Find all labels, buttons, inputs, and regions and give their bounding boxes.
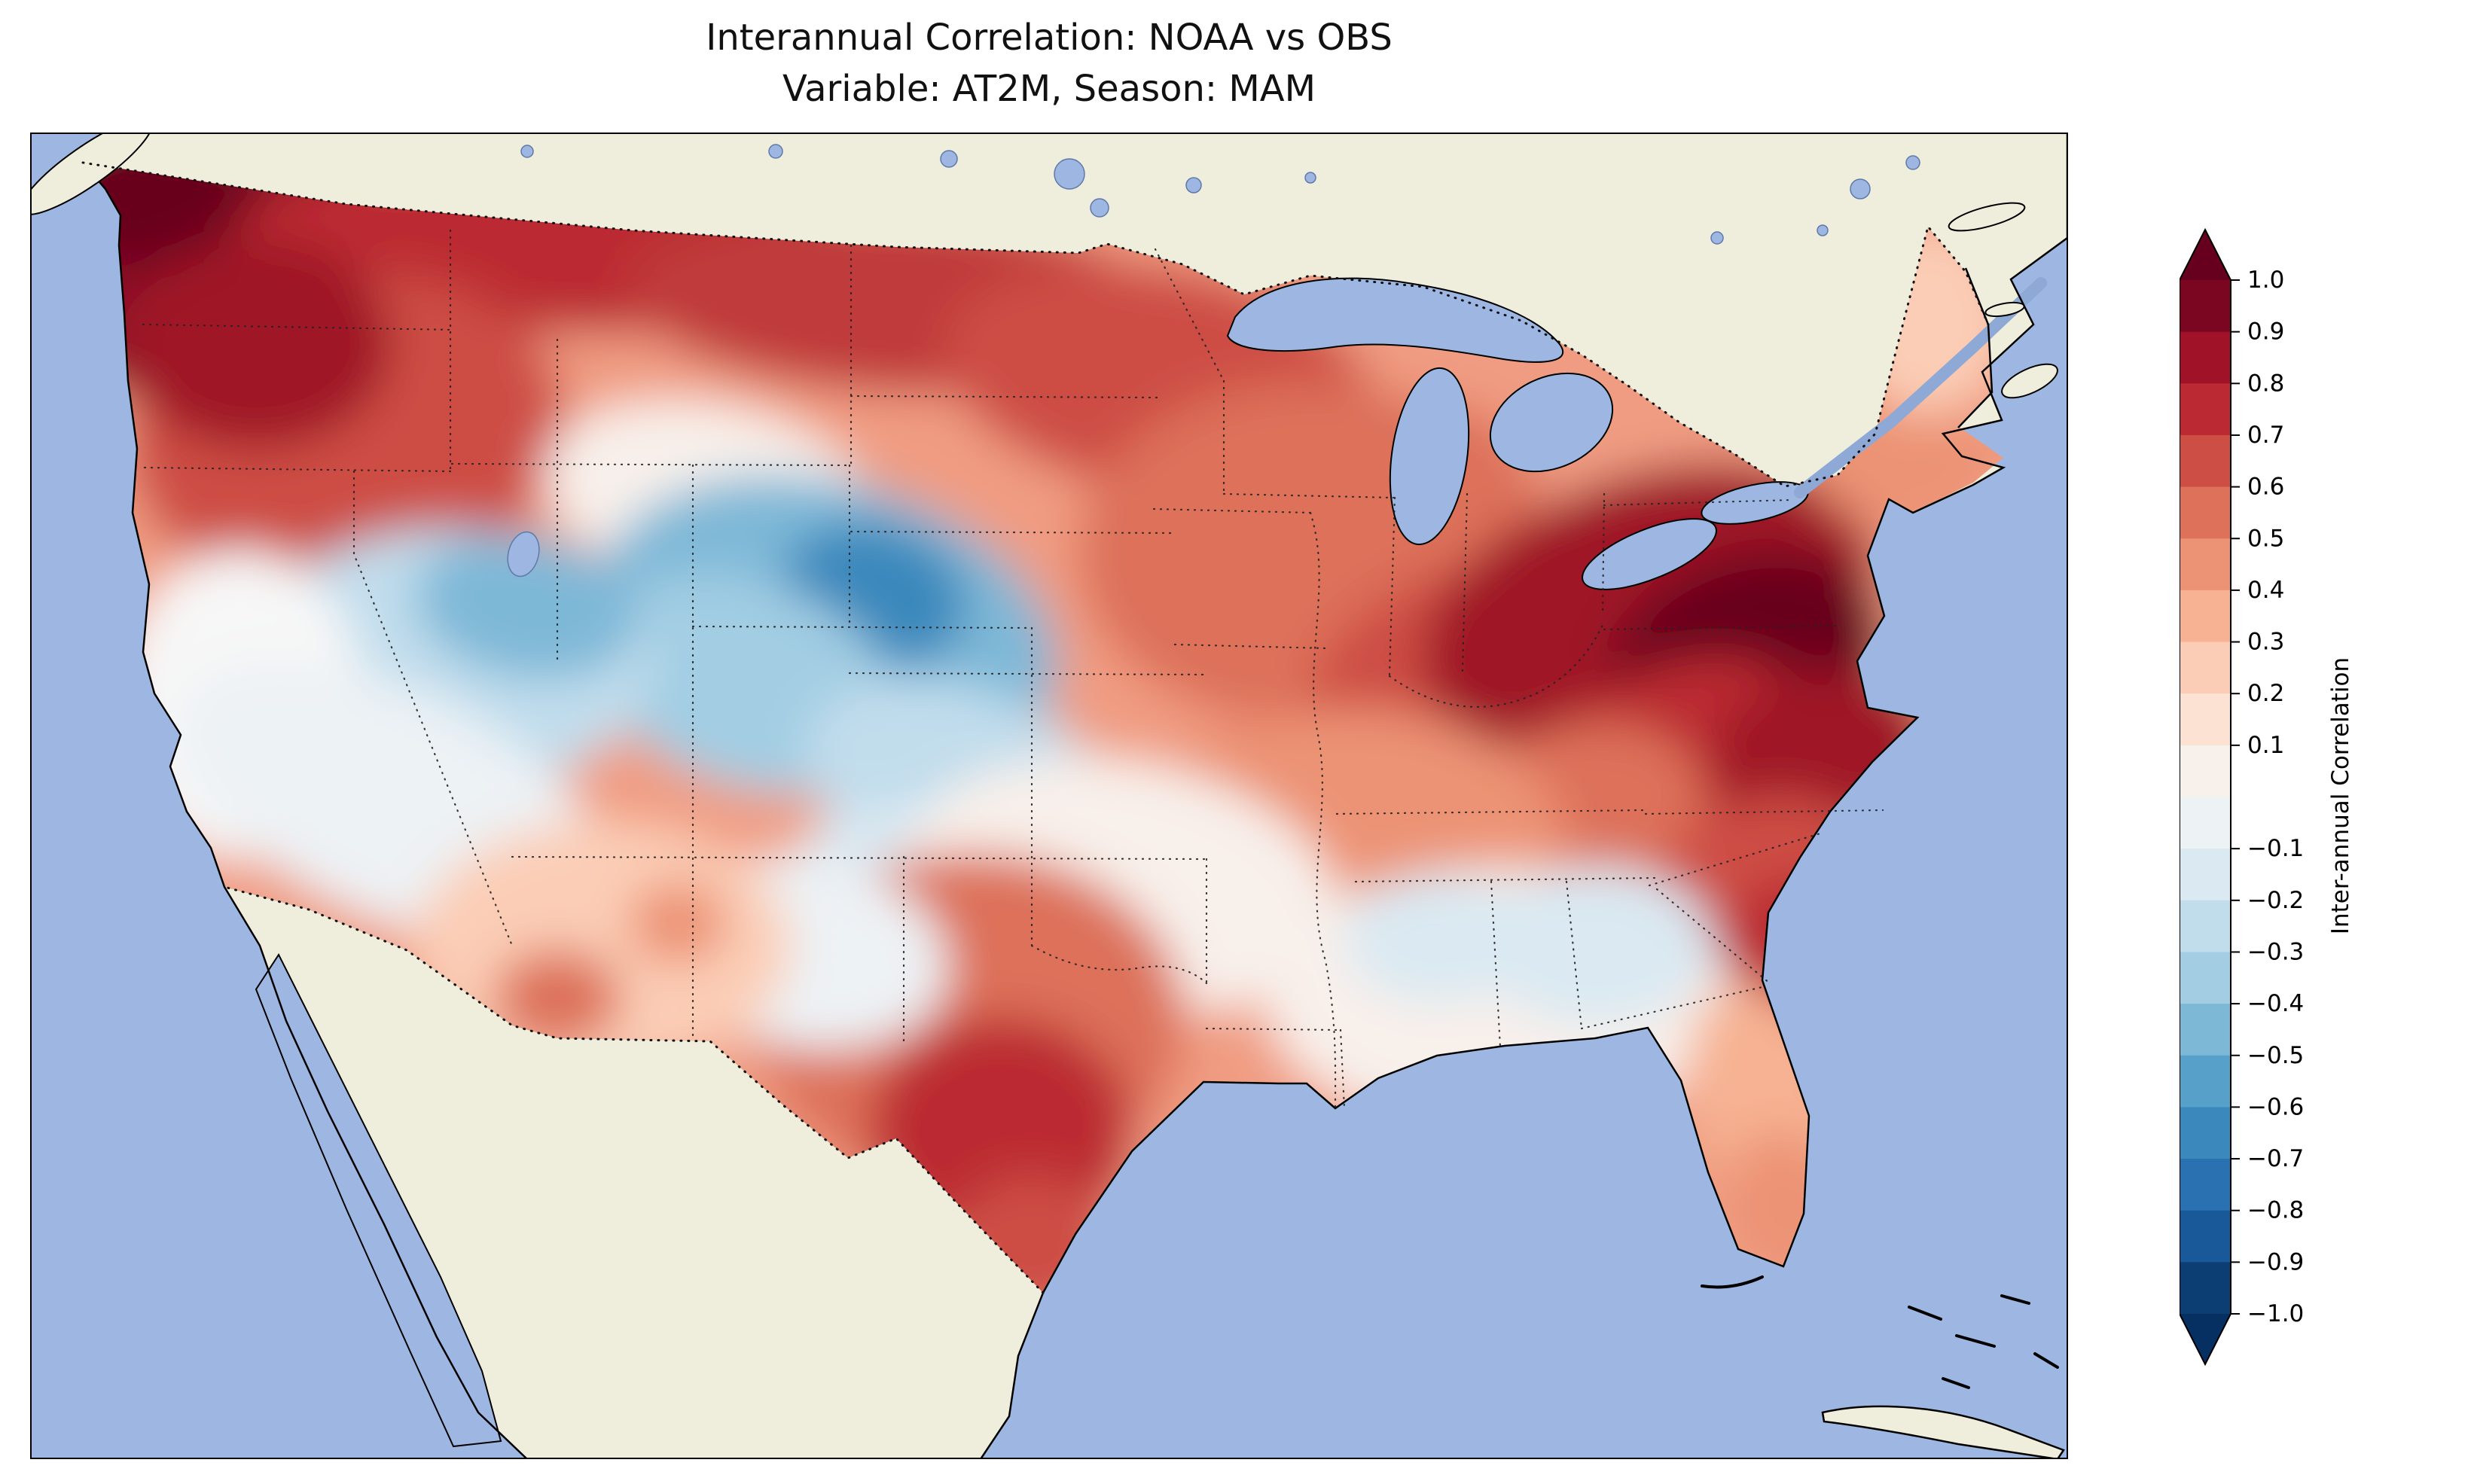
colorbar-band: [2180, 849, 2231, 901]
colorbar-tick-label: 1.0: [2247, 267, 2284, 294]
chart-title-line2: Variable: AT2M, Season: MAM: [782, 68, 1316, 110]
colorbar-band: [2180, 693, 2231, 746]
field-blob: [120, 238, 392, 449]
colorbar-tick-label: 0.2: [2247, 680, 2284, 707]
small-lake: [1090, 198, 1109, 218]
colorbar-extend-over: [2180, 230, 2231, 280]
small-lake: [1850, 178, 1871, 200]
small-lake: [520, 145, 534, 158]
colorbar-tick-label: −0.6: [2247, 1093, 2304, 1120]
small-lake: [940, 150, 958, 168]
small-lake: [1817, 224, 1829, 236]
colorbar-band: [2180, 331, 2231, 384]
colorbar-band: [2180, 434, 2231, 488]
lake-erie: [1582, 518, 1717, 590]
colorbar-tick-label: −0.1: [2247, 835, 2304, 862]
colorbar-tick-label: 0.5: [2247, 525, 2284, 552]
bahamas-islands: [1908, 1294, 2059, 1389]
colorbar-tick-label: 0.9: [2247, 318, 2284, 346]
lake-superior: [1226, 277, 1564, 363]
colorbar-extend-under: [2180, 1314, 2231, 1364]
colorbar-tick-label: −1.0: [2247, 1300, 2304, 1327]
conus-map-svg: [30, 133, 2068, 1459]
islands: [30, 133, 2065, 1459]
gulf-of-california: [255, 952, 502, 1448]
national-borders: [81, 161, 1990, 1294]
colorbar-band: [2180, 797, 2231, 849]
colorbar-band: [2180, 383, 2231, 436]
vancouver-island: [30, 133, 154, 215]
colorbar-band: [2180, 900, 2231, 953]
colorbar-tick-label: −0.5: [2247, 1042, 2304, 1069]
small-lake: [1905, 155, 1920, 170]
colorbar-tick-label: 0.4: [2247, 577, 2284, 604]
colorbar-tick-label: 0.1: [2247, 732, 2284, 759]
colorbar-tick-label: 0.7: [2247, 422, 2284, 449]
small-lake: [1185, 177, 1202, 193]
prince-edward-island: [1984, 301, 2025, 318]
colorbar-tick-label: −0.9: [2247, 1248, 2304, 1275]
colorbar-band: [2180, 280, 2231, 333]
colorbar-band: [2180, 1107, 2231, 1159]
great-salt-lake: [507, 531, 540, 577]
small-lake: [1710, 231, 1724, 245]
field-blob: [629, 882, 727, 964]
colorbar-tick-label: −0.2: [2247, 887, 2304, 914]
colorbar-band: [2180, 952, 2231, 1004]
lake-huron: [1489, 372, 1614, 473]
colorbar-band: [2180, 1055, 2231, 1108]
field-blob: [493, 949, 621, 1047]
coastline: [81, 133, 2068, 1459]
colorbar-label: Inter-annual Correlation: [2327, 657, 2354, 935]
canada-small-lakes: [507, 144, 1920, 577]
colorbar-tick-label: 0.8: [2247, 370, 2284, 397]
field-blob: [1480, 867, 1713, 1025]
map-frame: [30, 133, 2068, 1459]
colorbar-tick-label: −0.7: [2247, 1145, 2304, 1172]
anticosti-island: [1948, 202, 2026, 232]
small-lake: [768, 144, 783, 159]
colorbar-tick-label: −0.3: [2247, 938, 2304, 965]
colorbar-svg: 1.0 0.9 0.8 0.7 0.6 0.5 0.4 0.3 0.2 0.1 −0.1 −0.2 −0…: [2179, 227, 2304, 1367]
colorbar-band: [2180, 538, 2231, 591]
colorbar-band: [2180, 1004, 2231, 1056]
chart-title-line1: Interannual Correlation: NOAA vs OBS: [706, 17, 1393, 59]
colorbar-tick-label: 0.6: [2247, 474, 2284, 501]
state-borders: [142, 229, 1884, 1110]
cape-breton-island: [2001, 363, 2058, 399]
chart-title: Interannual Correlation: NOAA vs OBS Var…: [30, 12, 2068, 114]
map-axes: [30, 133, 2068, 1459]
colorbar-band: [2180, 1262, 2231, 1315]
colorbar-band: [2180, 486, 2231, 539]
colorbar: 1.0 0.9 0.8 0.7 0.6 0.5 0.4 0.3 0.2 0.1 −0.1 −0.2 −0…: [2179, 227, 2345, 1367]
colorbar-band: [2180, 590, 2231, 643]
lake-michigan: [1389, 367, 1470, 546]
colorbar-band: [2180, 1210, 2231, 1263]
field-blob: [415, 533, 639, 681]
cuba: [1821, 1405, 2065, 1459]
field-blob: [1344, 874, 1533, 1002]
colorbar-band: [2180, 1159, 2231, 1211]
colorbar-tick-label: −0.4: [2247, 990, 2304, 1017]
florida-keys: [1701, 1275, 1764, 1289]
great-lakes: [1226, 277, 1809, 590]
small-lake: [1304, 172, 1316, 184]
correlation-field-blobs: [83, 163, 2003, 1293]
colorbar-tick-label: −0.8: [2247, 1197, 2304, 1224]
colorbar-band: [2180, 641, 2231, 694]
small-lake: [1054, 158, 1085, 190]
colorbar-band: [2180, 745, 2231, 798]
colorbar-tick-label: 0.3: [2247, 629, 2284, 656]
